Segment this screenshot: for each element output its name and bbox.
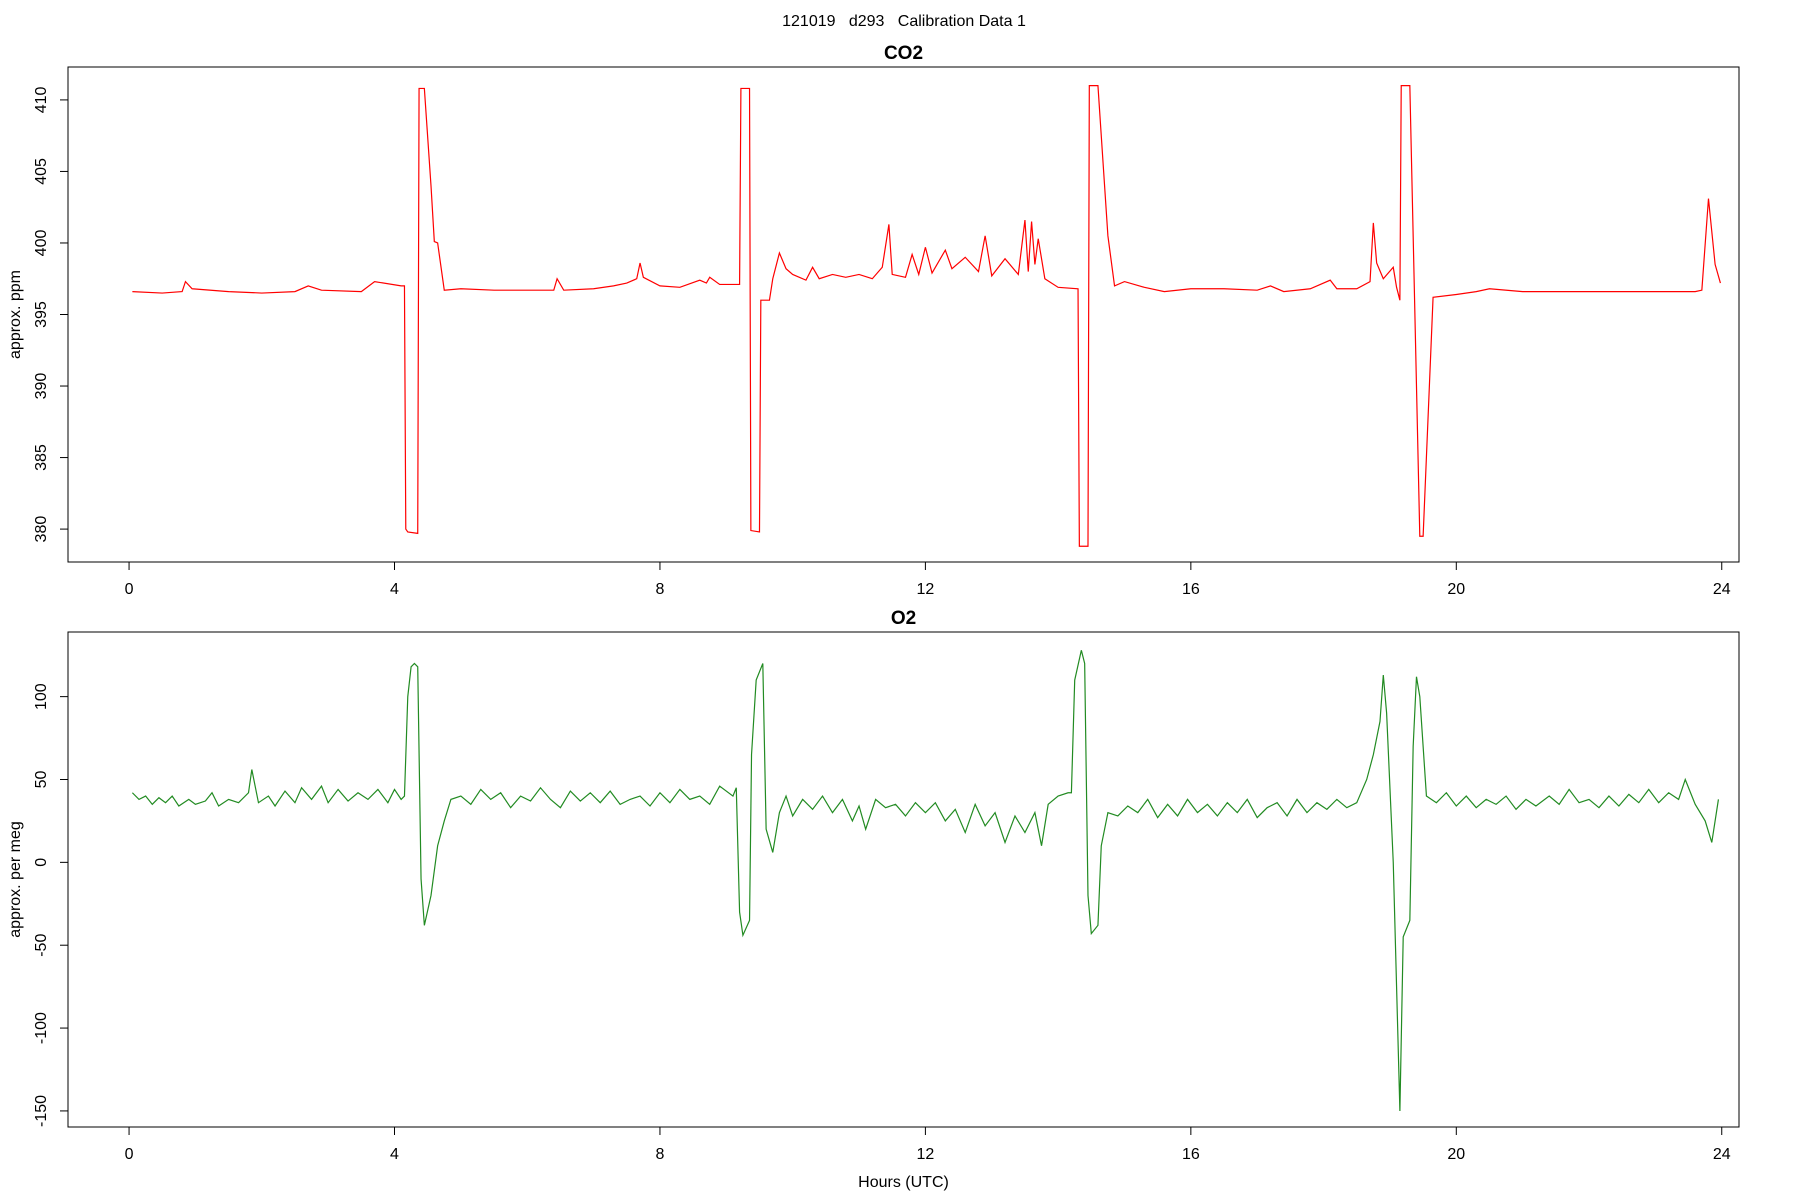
x-tick-label: 0: [125, 581, 134, 598]
x-tick-label: 12: [917, 1146, 935, 1163]
x-tick-label: 16: [1182, 1146, 1200, 1163]
x-tick-label: 8: [655, 1146, 664, 1163]
data-line: [131, 650, 1720, 1111]
y-tick-label: 0: [33, 858, 50, 867]
y-axis-label: approx. per meg: [7, 821, 24, 938]
x-tick-label: 20: [1447, 1146, 1465, 1163]
x-tick-label: 20: [1447, 581, 1465, 598]
y-tick-label: -50: [33, 934, 50, 957]
x-axis-label: Hours (UTC): [858, 1174, 949, 1191]
x-tick-label: 24: [1713, 581, 1731, 598]
x-tick-label: 24: [1713, 1146, 1731, 1163]
y-tick-label: -100: [33, 1012, 50, 1044]
data-line: [132, 85, 1721, 547]
y-tick-label: 100: [33, 683, 50, 710]
panel-title: O2: [891, 608, 916, 629]
y-tick-label: 410: [33, 86, 50, 113]
plot-frame: [67, 631, 1740, 1128]
y-tick-label: 380: [33, 516, 50, 543]
x-tick-label: 8: [655, 581, 664, 598]
y-tick-label: 50: [33, 770, 50, 788]
y-tick-label: 395: [33, 301, 50, 328]
x-tick-label: 4: [390, 581, 399, 598]
plot-frame: [67, 66, 1740, 563]
x-tick-label: 4: [390, 1146, 399, 1163]
figure-title: 121019 d293 Calibration Data 1: [782, 13, 1026, 30]
y-tick-label: 400: [33, 230, 50, 257]
x-tick-label: 0: [125, 1146, 134, 1163]
y-tick-label: 385: [33, 444, 50, 471]
y-tick-label: 390: [33, 373, 50, 400]
x-tick-label: 16: [1182, 581, 1200, 598]
y-axis-label: approx. ppm: [7, 270, 24, 359]
y-tick-label: 405: [33, 158, 50, 185]
y-tick-label: -150: [33, 1095, 50, 1127]
panel-title: CO2: [884, 43, 923, 64]
x-tick-label: 12: [917, 581, 935, 598]
